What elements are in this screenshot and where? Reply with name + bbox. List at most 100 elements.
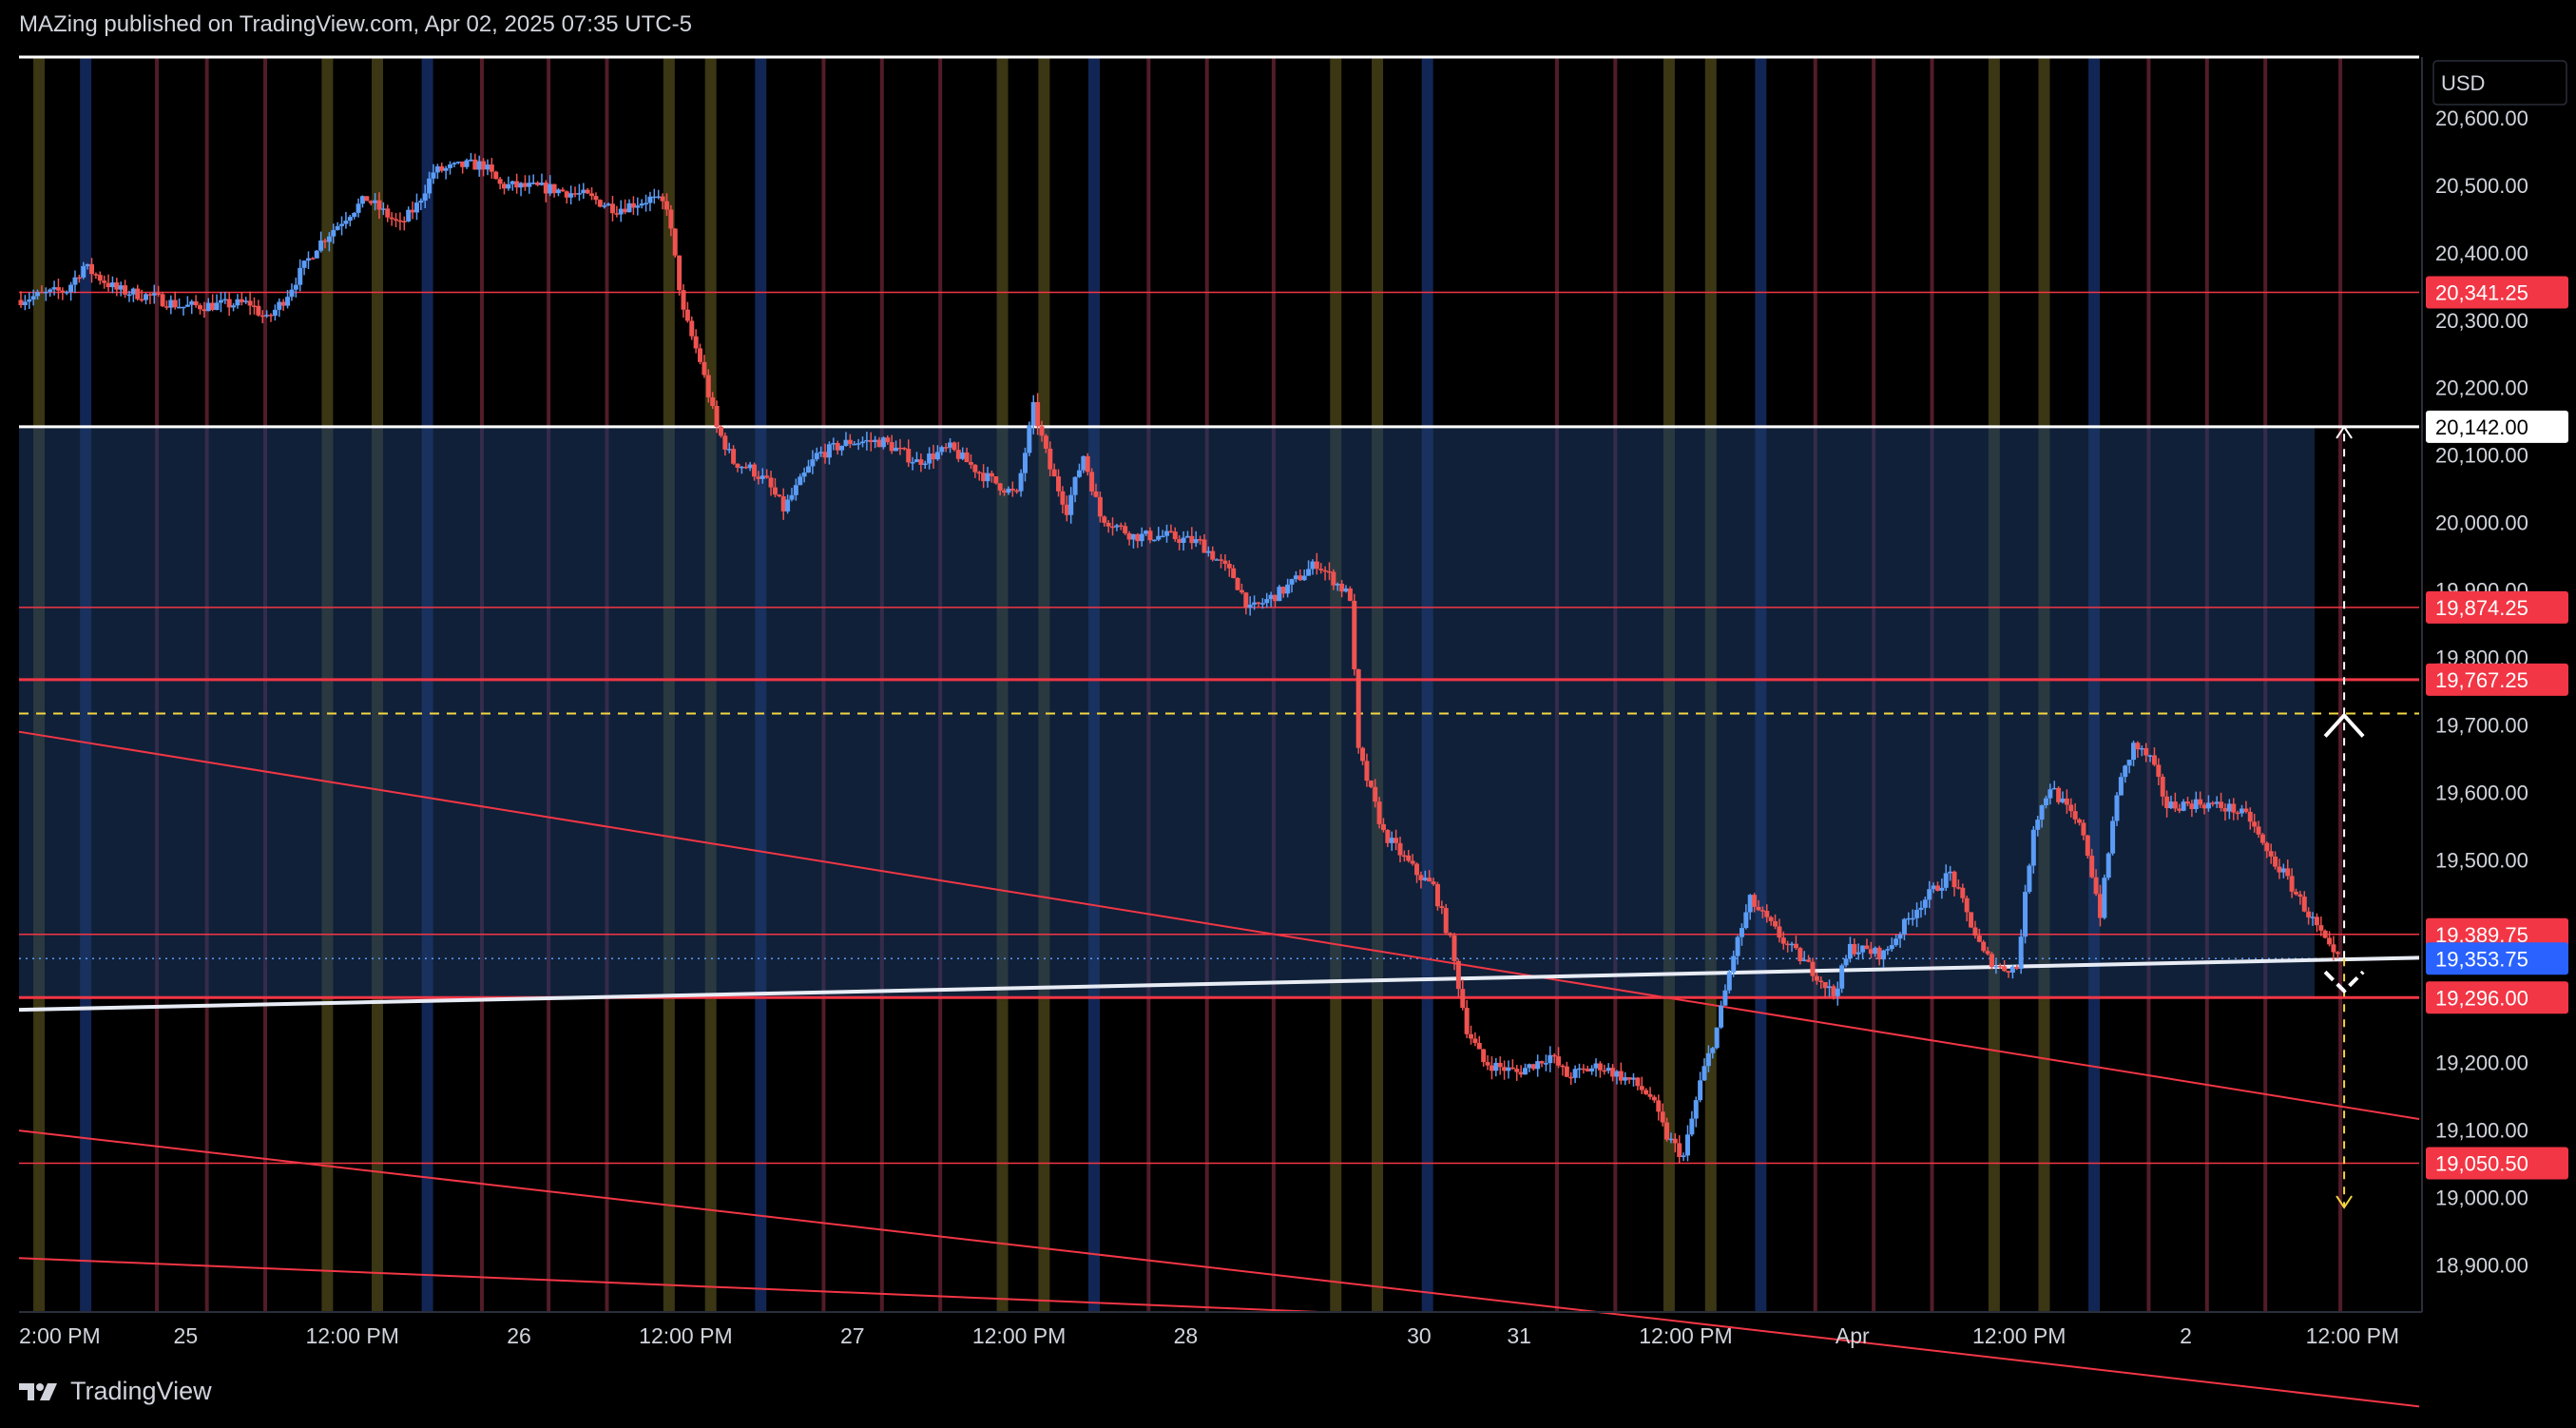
candle-down (1509, 1067, 1515, 1070)
time-tick-label: 28 (1174, 1323, 1199, 1348)
candle-down (1469, 1033, 1474, 1039)
candle-up (1144, 531, 1149, 534)
time-tick-label: 30 (1407, 1323, 1432, 1348)
candle-up (1939, 887, 1945, 891)
candle-down (1489, 1065, 1494, 1071)
candle-up (1894, 938, 1899, 946)
candle-up (1285, 584, 1291, 594)
candle-down (1876, 947, 1882, 960)
candle-down (1951, 871, 1957, 888)
candle-up (568, 193, 574, 198)
candle-down (2151, 755, 2157, 765)
candle-up (1668, 1138, 1674, 1141)
candle-up (130, 288, 136, 295)
candle-up (285, 297, 291, 306)
candle-up (2310, 917, 2316, 918)
candle-up (1701, 1066, 1707, 1081)
candle-down (597, 200, 603, 207)
candle-up (1943, 873, 1949, 888)
time-tick-label: 12:00 PM (1639, 1323, 1732, 1348)
candle-down (1460, 989, 1466, 1009)
candle-down (1964, 897, 1970, 913)
price-tick-label: 19,500.00 (2435, 849, 2528, 873)
price-axis[interactable]: USD 20,600.00 20,500.00 20,400.00 20,300.00 2… (2421, 57, 2576, 1312)
time-axis[interactable]: 2:00 PM 25 12:00 PM 26 12:00 PM 27 12:00 PM 28 3… (19, 1311, 2422, 1348)
candle-down (2072, 811, 2078, 820)
candle-up (1181, 537, 1186, 544)
candle-up (1306, 569, 1312, 576)
candle-down (1189, 535, 1195, 544)
candle-up (1827, 986, 1833, 989)
level-price-label: 20,142.00 (2435, 415, 2528, 439)
candle-up (231, 305, 237, 308)
measure-tool[interactable] (2323, 425, 2365, 1209)
candle-down (1822, 982, 1828, 989)
candle-up (1918, 907, 1924, 911)
candle-down (1476, 1042, 1482, 1050)
candle-up (1589, 1068, 1595, 1071)
candle-down (1773, 920, 1778, 927)
candle-up (1693, 1100, 1699, 1119)
candle-down (1481, 1049, 1487, 1063)
candle-down (364, 196, 370, 202)
candle-down (931, 453, 936, 460)
candle-down (394, 219, 399, 221)
candle-up (793, 485, 798, 495)
candle-up (2193, 799, 2199, 809)
candle-up (1593, 1063, 1599, 1069)
candle-up (739, 466, 744, 469)
candle-down (2327, 937, 2333, 945)
candle-up (639, 203, 644, 206)
candle-up (2205, 802, 2211, 809)
candle-down (1239, 589, 1244, 593)
candle-up (1897, 934, 1903, 939)
candle-up (448, 164, 453, 168)
candle-down (1439, 906, 1445, 909)
candle-up (1193, 539, 1199, 544)
candle-down (1002, 490, 1008, 493)
candle-down (1222, 560, 1228, 565)
candle-up (1247, 604, 1253, 608)
candle-down (1814, 975, 1819, 981)
candle-down (901, 448, 907, 450)
candle-up (2214, 801, 2220, 804)
candle-up (205, 302, 211, 312)
candle-down (1243, 592, 1249, 608)
candle-down (1976, 935, 1982, 942)
candle-up (818, 452, 824, 453)
candle-down (2093, 877, 2099, 895)
candle-down (710, 396, 716, 406)
time-tick-label: 31 (1507, 1323, 1531, 1348)
candle-down (385, 208, 391, 218)
candle-down (822, 452, 828, 458)
candle-up (30, 296, 36, 300)
candle-down (1551, 1054, 1557, 1057)
candle-down (972, 464, 978, 473)
tradingview-logo[interactable]: TradingView (19, 1377, 212, 1406)
candle-down (410, 209, 415, 213)
candle-up (455, 161, 461, 164)
candle-down (989, 473, 994, 476)
candle-down (2331, 944, 2336, 953)
candle-up (1901, 918, 1907, 935)
candle-down (1318, 569, 1324, 570)
candle-up (468, 159, 473, 162)
session-band (2338, 57, 2343, 1312)
candle-up (298, 267, 303, 285)
candle-down (2314, 917, 2319, 926)
candle-down (1060, 491, 1066, 505)
time-tick-label: 27 (840, 1323, 865, 1348)
candle-up (1605, 1068, 1611, 1071)
candle-up (1719, 1005, 1724, 1028)
candle-up (1252, 602, 1258, 605)
candle-down (156, 293, 162, 295)
candle-up (1889, 945, 1894, 950)
candle-down (251, 305, 257, 307)
candle-down (1014, 490, 1020, 492)
candle-down (1434, 883, 1440, 907)
candle-up (343, 221, 349, 224)
candle-down (1780, 937, 1786, 944)
candle-up (1906, 917, 1912, 920)
candle-down (1518, 1071, 1524, 1075)
